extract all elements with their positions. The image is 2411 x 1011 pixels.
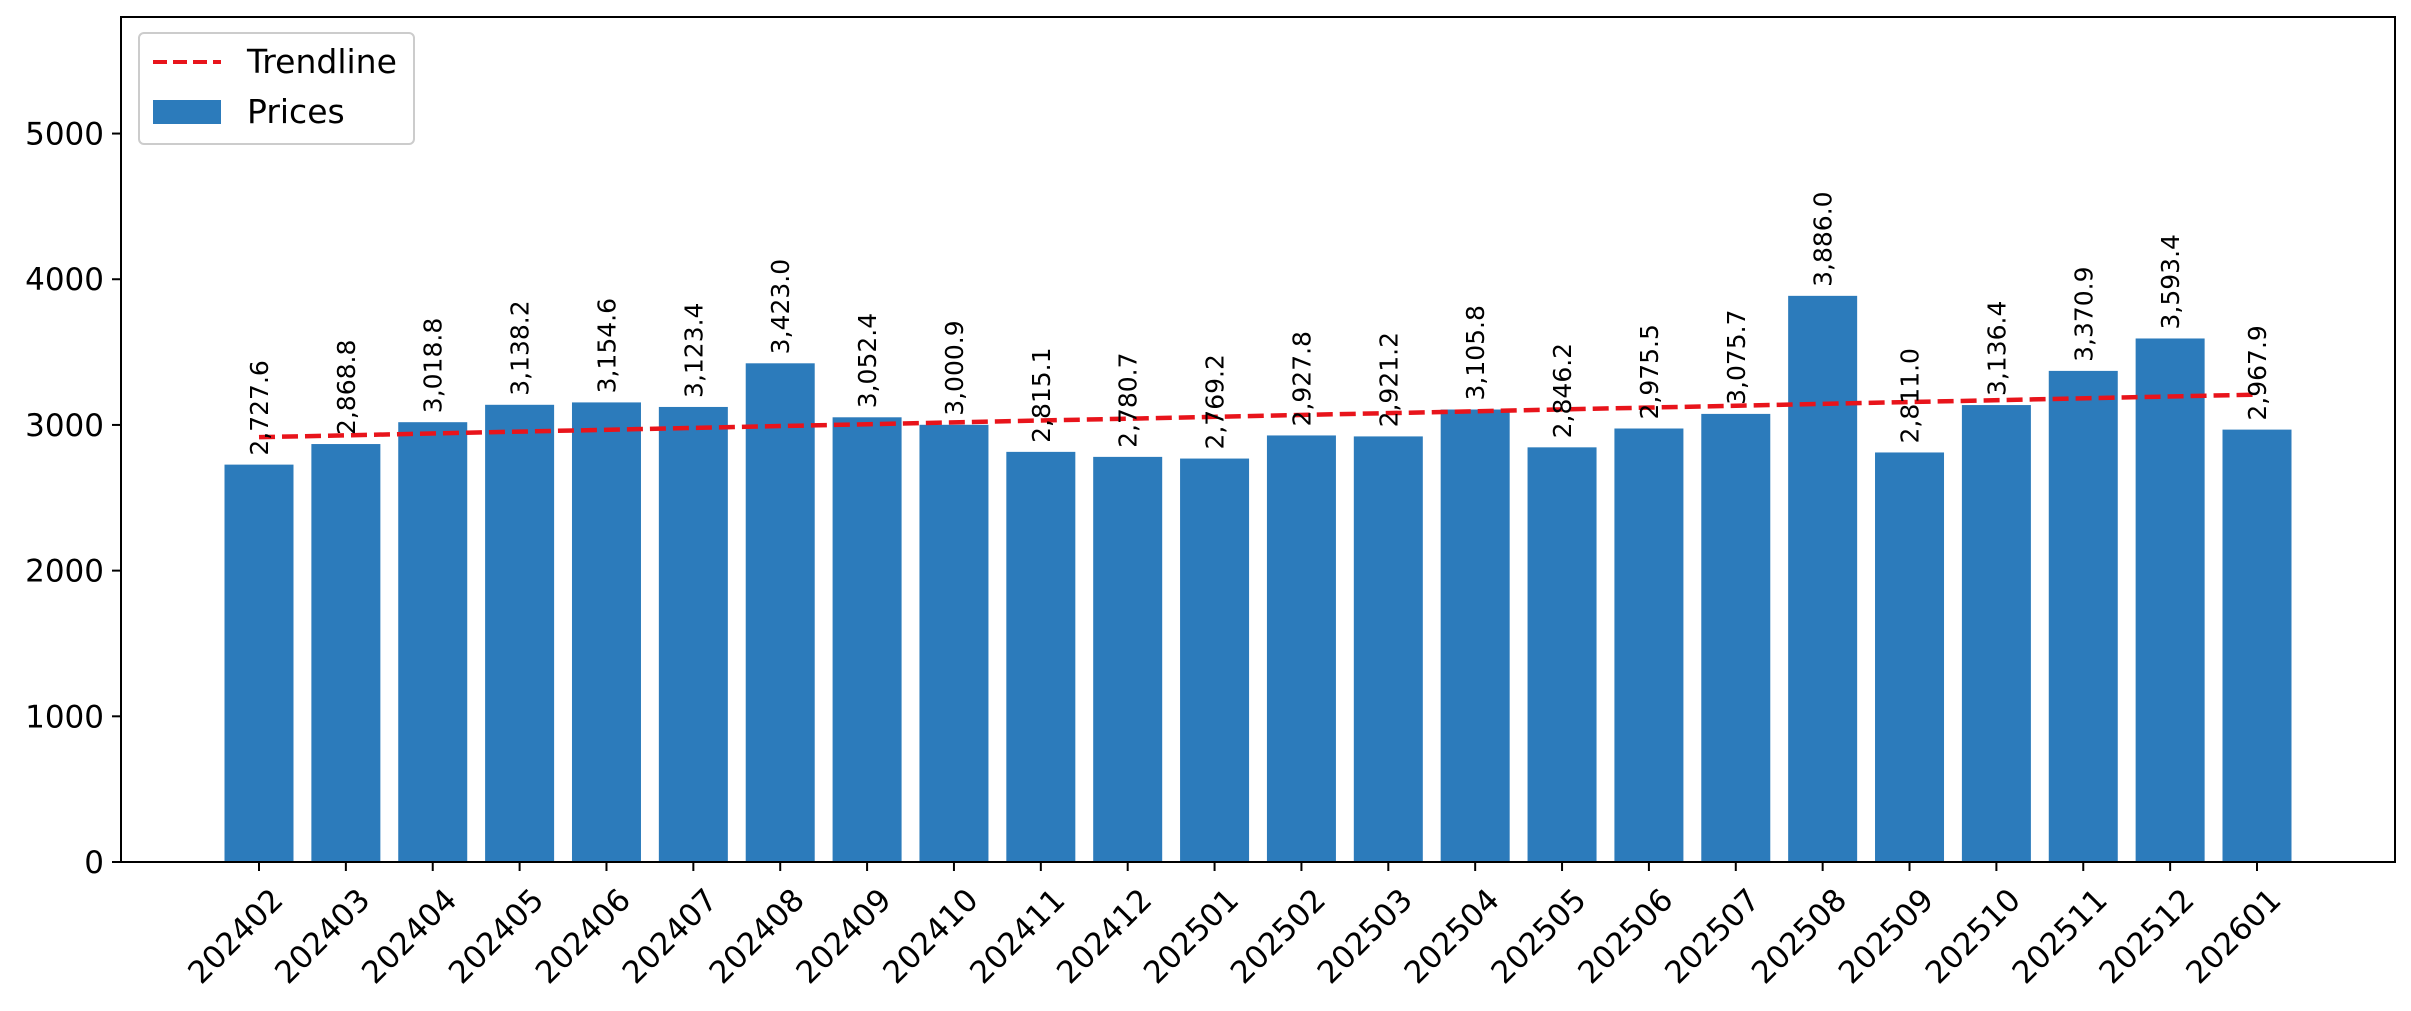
legend: Trendline Prices — [138, 32, 415, 145]
bar-202501 — [1180, 458, 1250, 862]
bar-value-label: 3,052.4 — [853, 313, 882, 408]
x-tick-label: 202405 — [442, 882, 551, 991]
x-tick-label: 202510 — [1919, 882, 2028, 991]
bar-202601 — [2222, 429, 2292, 862]
bar-value-label: 3,370.9 — [2069, 266, 2098, 361]
x-tick-label: 202407 — [616, 882, 725, 991]
plot-frame — [120, 16, 2396, 863]
bar-value-label: 2,921.2 — [1374, 332, 1403, 427]
x-tick-label: 202501 — [1137, 882, 1246, 991]
bar-202406 — [571, 402, 641, 862]
x-tick-label: 202512 — [2092, 882, 2201, 991]
bar-202509 — [1875, 452, 1945, 862]
bar-value-label: 2,967.9 — [2243, 325, 2272, 420]
x-tick-label: 202508 — [1745, 882, 1854, 991]
bar-202411 — [1006, 451, 1076, 862]
bar-202505 — [1527, 447, 1597, 862]
y-tick-label: 0 — [84, 845, 104, 881]
x-tick-label: 202505 — [1484, 882, 1593, 991]
trendline-group — [258, 392, 2258, 440]
x-tick-label: 202503 — [1311, 882, 1420, 991]
bar-202511 — [2048, 370, 2118, 862]
bar-value-label: 2,811.0 — [1896, 348, 1925, 443]
bar-202405 — [485, 404, 555, 862]
x-tick-label: 202408 — [703, 882, 812, 991]
bar-value-label: 3,000.9 — [940, 320, 969, 415]
bar-202512 — [2135, 338, 2205, 863]
bar-value-label: 2,780.7 — [1114, 352, 1143, 447]
bar-value-label: 3,138.2 — [506, 300, 535, 395]
y-tick-label: 2000 — [25, 554, 104, 590]
bar-value-label: 3,136.4 — [1982, 301, 2011, 396]
bar-202503 — [1353, 436, 1423, 862]
bar-value-label: 2,769.2 — [1201, 354, 1230, 449]
bar-202510 — [1961, 405, 2031, 862]
bar-202506 — [1614, 428, 1684, 862]
y-tick-label: 1000 — [25, 699, 104, 735]
trendline — [258, 392, 2258, 440]
bar-value-label: 3,423.0 — [766, 259, 795, 354]
x-tick-label: 202403 — [268, 882, 377, 991]
y-tick-label: 4000 — [25, 262, 104, 298]
bars-group — [224, 295, 2292, 863]
bar-value-label: 3,018.8 — [419, 318, 448, 413]
x-tick-label: 202412 — [1050, 882, 1159, 991]
bar-value-label: 3,105.8 — [1461, 305, 1490, 400]
bar-labels-group: 2,727.6 2,868.8 3,018.8 3,138.2 3,154.6 3,123… — [245, 191, 2272, 455]
bar-202412 — [1093, 456, 1163, 862]
bar-202410 — [919, 424, 989, 862]
bar-value-label: 2,815.1 — [1027, 347, 1056, 442]
bar-202408 — [745, 363, 815, 862]
bar-202502 — [1266, 435, 1336, 862]
x-tick-label: 202502 — [1224, 882, 1333, 991]
x-axis: 2024022024032024042024052024062024072024… — [181, 862, 2289, 991]
bar-value-label: 3,154.6 — [592, 298, 621, 393]
y-axis: 0 1000 2000 3000 4000 5000 — [25, 117, 121, 881]
x-tick-label: 202404 — [355, 882, 464, 991]
bar-202409 — [832, 417, 902, 862]
x-tick-label: 202409 — [789, 882, 898, 991]
x-tick-label: 202507 — [1658, 882, 1767, 991]
bar-202402 — [224, 464, 294, 862]
x-tick-label: 202406 — [529, 882, 638, 991]
bar-value-label: 3,593.4 — [2156, 234, 2185, 329]
x-tick-label: 202506 — [1571, 882, 1680, 991]
bar-value-label: 2,727.6 — [245, 360, 274, 455]
legend-prices-label: Prices — [247, 92, 345, 131]
x-tick-label: 202509 — [1832, 882, 1941, 991]
bar-202504 — [1440, 409, 1510, 862]
bar-202507 — [1701, 413, 1771, 862]
bar-value-label: 3,123.4 — [679, 303, 708, 398]
x-tick-label: 202511 — [2006, 882, 2115, 991]
bar-value-label: 2,846.2 — [1548, 343, 1577, 438]
y-tick-label: 3000 — [25, 408, 104, 444]
bar-value-label: 3,886.0 — [1809, 191, 1838, 286]
x-tick-label: 202601 — [2179, 882, 2288, 991]
bar-202404 — [398, 422, 468, 862]
bar-value-label: 2,927.8 — [1287, 331, 1316, 426]
x-tick-label: 202402 — [181, 882, 290, 991]
bar-202508 — [1788, 295, 1858, 863]
x-tick-label: 202504 — [1398, 882, 1507, 991]
x-tick-label: 202411 — [963, 882, 1072, 991]
y-tick-label: 5000 — [25, 117, 104, 153]
bar-value-label: 2,868.8 — [332, 340, 361, 435]
x-tick-label: 202410 — [876, 882, 985, 991]
bar-202407 — [658, 406, 728, 862]
legend-trendline-label: Trendline — [246, 42, 397, 81]
bar-202403 — [311, 444, 381, 862]
bar-value-label: 2,975.5 — [1635, 324, 1664, 419]
legend-prices-swatch — [153, 100, 221, 124]
bar-value-label: 3,075.7 — [1722, 309, 1751, 404]
